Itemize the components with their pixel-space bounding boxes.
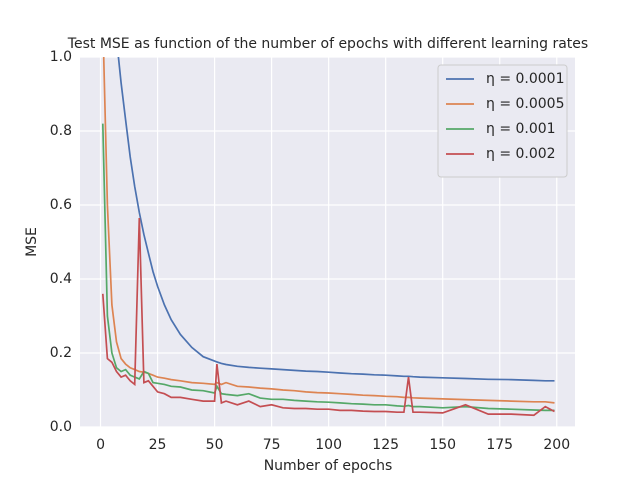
x-tick-label: 200 xyxy=(543,437,570,453)
series-line xyxy=(102,57,555,404)
x-tick-label: 175 xyxy=(486,437,513,453)
x-axis-label: Number of epochs xyxy=(264,458,393,474)
x-tick-label: 75 xyxy=(263,437,281,453)
x-tick-label: 0 xyxy=(96,437,105,453)
series-line xyxy=(101,123,555,412)
series-line xyxy=(101,217,555,417)
legend-label: η = 0.0001 xyxy=(486,71,565,87)
y-tick-label: 0.4 xyxy=(50,271,72,287)
y-tick-label: 0.2 xyxy=(50,345,72,361)
y-axis-label: MSE xyxy=(24,227,40,257)
y-tick-label: 0.6 xyxy=(50,197,72,213)
y-tick-label: 1.0 xyxy=(50,49,72,65)
y-tick-label: 0.8 xyxy=(50,123,72,139)
legend-label: η = 0.001 xyxy=(486,121,556,137)
x-tick-label: 50 xyxy=(206,437,224,453)
x-tick-label: 125 xyxy=(372,437,399,453)
x-tick-label: 150 xyxy=(429,437,456,453)
y-tick-label: 0.0 xyxy=(50,419,72,435)
legend-label: η = 0.0005 xyxy=(486,96,565,112)
chart-title: Test MSE as function of the number of ep… xyxy=(67,36,588,52)
series-line xyxy=(117,57,555,382)
legend-label: η = 0.002 xyxy=(486,146,556,162)
legend-box xyxy=(437,64,568,178)
x-tick-label: 25 xyxy=(149,437,167,453)
x-tick-label: 100 xyxy=(315,437,342,453)
